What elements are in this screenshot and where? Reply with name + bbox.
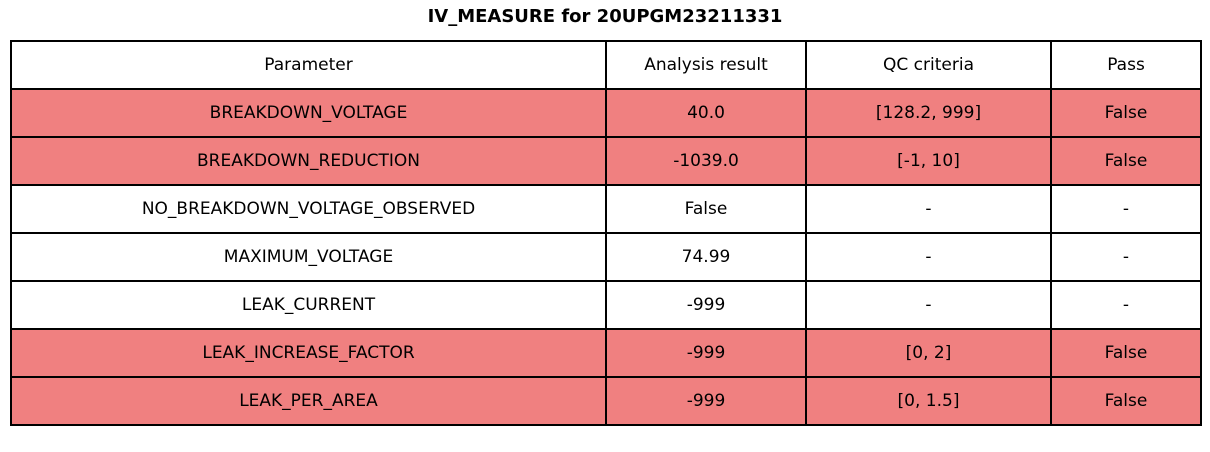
cell-pass: - [1050, 232, 1202, 282]
cell-result: False [605, 184, 807, 234]
table-row: MAXIMUM_VOLTAGE 74.99- - [10, 232, 1202, 282]
cell-result: -999 [605, 280, 807, 330]
cell-parameter: LEAK_CURRENT [10, 280, 607, 330]
page-title: IV_MEASURE for 20UPGM23211331 [427, 6, 783, 27]
cell-pass: False [1050, 136, 1202, 186]
cell-result: 40.0 [605, 88, 807, 138]
qc-table: Parameter Analysis result QC criteria Pa… [10, 40, 1202, 426]
table-row: LEAK_PER_AREA -999 [0, 1.5] False [10, 376, 1202, 426]
cell-parameter: MAXIMUM_VOLTAGE [10, 232, 607, 282]
cell-qc: - [805, 232, 1052, 282]
cell-qc: [0, 1.5] [805, 376, 1052, 426]
cell-pass: - [1050, 280, 1202, 330]
cell-parameter: NO_BREAKDOWN_VOLTAGE_OBSERVED [10, 184, 607, 234]
cell-pass: False [1050, 376, 1202, 426]
cell-qc: [-1, 10] [805, 136, 1052, 186]
cell-parameter: LEAK_PER_AREA [10, 376, 607, 426]
cell-qc: [0, 2] [805, 328, 1052, 378]
column-header-analysis-result: Analysis result [605, 40, 807, 90]
cell-pass: - [1050, 184, 1202, 234]
cell-result: -1039.0 [605, 136, 807, 186]
table-body: BREAKDOWN_VOLTAGE 40.0 [128.2, 999] False BR… [10, 88, 1202, 426]
table-row: NO_BREAKDOWN_VOLTAGE_OBSERVED False - - [10, 184, 1202, 234]
cell-qc: - [805, 184, 1052, 234]
cell-parameter: LEAK_INCREASE_FACTOR [10, 328, 607, 378]
cell-result: -999 [605, 328, 807, 378]
cell-pass: False [1050, 328, 1202, 378]
header-row: Parameter Analysis result QC criteria Pa… [10, 40, 1202, 90]
table-row: BREAKDOWN_REDUCTION -1039.0 [-1, 10] False [10, 136, 1202, 186]
column-header-qc-criteria: QC criteria [805, 40, 1052, 90]
cell-result: -999 [605, 376, 807, 426]
cell-pass: False [1050, 88, 1202, 138]
cell-qc: - [805, 280, 1052, 330]
cell-result: 74.99 [605, 232, 807, 282]
cell-parameter: BREAKDOWN_VOLTAGE [10, 88, 607, 138]
table-row: LEAK_CURRENT -999- - [10, 280, 1202, 330]
column-header-pass: Pass [1050, 40, 1202, 90]
table-row: BREAKDOWN_VOLTAGE 40.0 [128.2, 999] False [10, 88, 1202, 138]
cell-qc: [128.2, 999] [805, 88, 1052, 138]
table-row: LEAK_INCREASE_FACTOR -999 [0, 2] False [10, 328, 1202, 378]
column-header-parameter: Parameter [10, 40, 607, 90]
cell-parameter: BREAKDOWN_REDUCTION [10, 136, 607, 186]
